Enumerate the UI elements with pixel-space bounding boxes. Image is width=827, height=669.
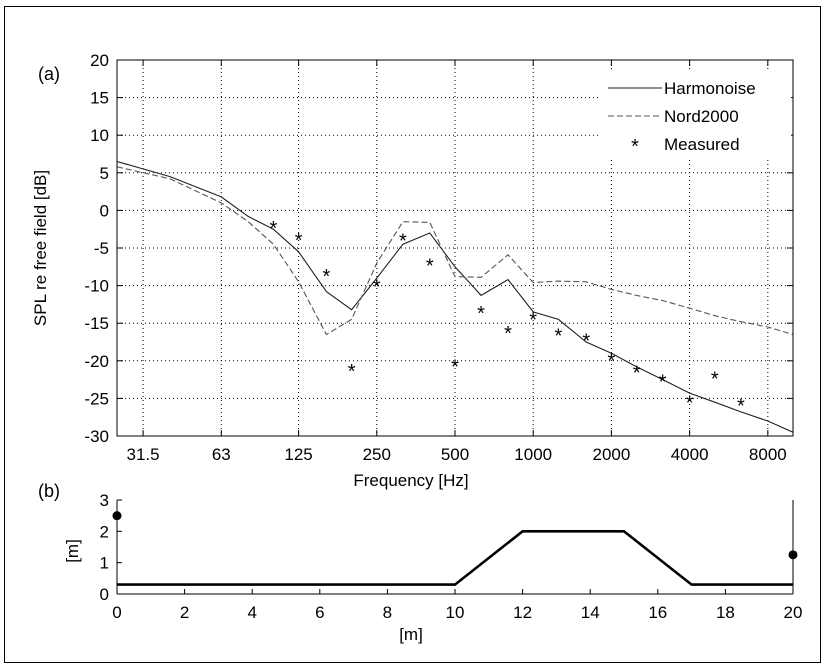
x-tick-label: 500 [441, 445, 469, 464]
b-x-tick-label: 14 [581, 603, 600, 622]
measured-marker: * [737, 395, 745, 417]
x-tick-label: 250 [363, 445, 391, 464]
measured-marker: * [373, 277, 381, 299]
measured-marker: * [529, 310, 537, 332]
panel-a-plot: 31.5 63 125 250 500 1000 2000 4000 8000 -30 -25 -20… [31, 51, 794, 490]
y-tick-label: -15 [84, 314, 109, 333]
measured-marker: * [504, 323, 512, 345]
y-tick-label: -10 [84, 277, 109, 296]
b-x-tick-label: 16 [648, 603, 667, 622]
y-tick-label: 0 [100, 201, 109, 220]
y-tick-label: 20 [90, 51, 109, 70]
x-axis-label: Frequency [Hz] [353, 471, 468, 490]
b-y-tick-label: 3 [100, 491, 109, 510]
y-tick-label: 10 [90, 126, 109, 145]
measured-marker: * [270, 218, 278, 240]
legend-background [601, 72, 791, 160]
b-y-tick-label: 2 [100, 522, 109, 541]
measured-marker: * [608, 350, 616, 372]
b-x-tick-label: 0 [112, 603, 121, 622]
x-tick-label: 1000 [514, 445, 552, 464]
harmonoise-line [117, 160, 793, 433]
y-axis-label: SPL re free field [dB] [31, 170, 50, 326]
measured-marker: * [582, 331, 590, 353]
x-tick-label: 8000 [749, 445, 787, 464]
b-y-tick-label: 0 [100, 585, 109, 604]
legend-label: Measured [664, 135, 740, 154]
plot-a-axes-box [116, 59, 794, 437]
measured-marker: * [686, 392, 694, 414]
measured-marker: * [554, 325, 562, 347]
b-x-tick-label: 20 [784, 603, 803, 622]
y-tick-label: 15 [90, 89, 109, 108]
b-x-tick-label: 4 [247, 603, 256, 622]
b-x-tick-label: 6 [315, 603, 324, 622]
y-tick-label: -25 [84, 389, 109, 408]
b-x-tick-label: 12 [513, 603, 532, 622]
y-tick-label: 5 [100, 164, 109, 183]
nord2000-line [117, 166, 793, 336]
x-tick-label: 125 [284, 445, 312, 464]
measured-marker: * [477, 303, 485, 325]
x-tick-label: 63 [212, 445, 231, 464]
x-tick-label: 2000 [592, 445, 630, 464]
x-tick-label: 4000 [671, 445, 709, 464]
x-tick-label: 31.5 [127, 445, 160, 464]
y-tick-label: -30 [84, 427, 109, 446]
b-y-axis-label: [m] [63, 539, 82, 563]
y-tick-label: -20 [84, 352, 109, 371]
source-point [112, 511, 122, 521]
b-y-tick-label: 1 [100, 554, 109, 573]
b-x-tick-label: 2 [180, 603, 189, 622]
measured-marker: * [348, 361, 356, 383]
measured-marker: * [323, 266, 331, 288]
b-x-tick-label: 8 [383, 603, 392, 622]
measured-marker: * [451, 356, 459, 378]
measured-marker: * [399, 231, 407, 253]
b-x-tick-label: 18 [716, 603, 735, 622]
measured-marker: * [633, 362, 641, 384]
y-tick-label: -5 [94, 239, 109, 258]
measured-marker: * [711, 368, 719, 390]
panel-a-label: (a) [38, 64, 60, 84]
panel-b-label: (b) [38, 481, 60, 501]
measured-marker: * [295, 230, 303, 252]
b-x-axis-label: [m] [399, 625, 423, 644]
measured-marker: * [659, 371, 667, 393]
terrain-profile-line [117, 530, 793, 586]
legend-marker-measured: * [631, 136, 639, 158]
legend-label: Harmonoise [664, 79, 756, 98]
measured-marker: * [426, 256, 434, 278]
receiver-point [788, 550, 798, 560]
legend-label: Nord2000 [664, 107, 739, 126]
b-x-tick-label: 10 [446, 603, 465, 622]
